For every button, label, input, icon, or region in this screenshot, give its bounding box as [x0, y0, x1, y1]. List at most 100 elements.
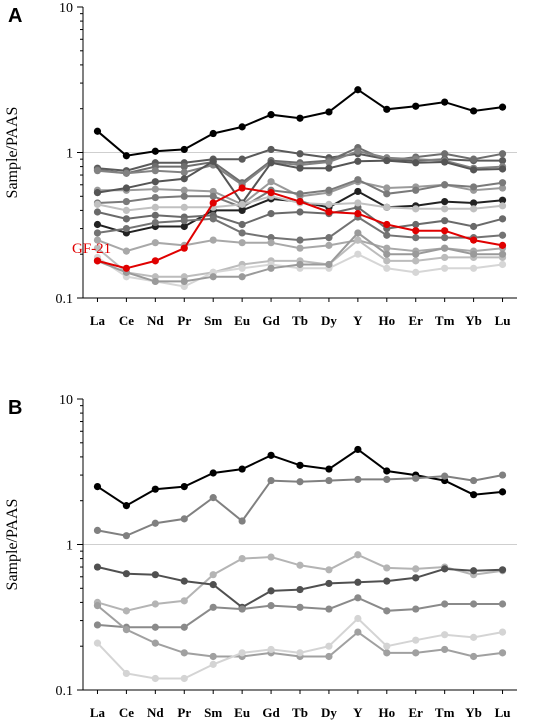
panel-a-data-point	[383, 244, 391, 252]
panel-b-data-point	[383, 475, 391, 484]
panel-a-data-point	[267, 234, 275, 242]
panel-b-data-point	[209, 571, 217, 579]
panel-a-data-point	[93, 189, 102, 197]
panel-a-y-axis-label: Sample/PAAS	[4, 107, 21, 199]
panel-a-data-point	[238, 155, 246, 163]
panel-a-data-point	[325, 186, 333, 194]
panel-a-data-point	[180, 168, 188, 176]
panel-b-x-tick-label: Gd	[262, 705, 280, 720]
panel-b-data-point	[296, 561, 304, 569]
panel-a-data-point	[209, 157, 217, 165]
panel-b-data-point	[383, 642, 391, 650]
panel-a-data-point	[122, 215, 130, 223]
panel-a-data-point	[296, 236, 304, 244]
panel-b-x-tick-label: Tm	[435, 705, 455, 720]
panel-a-data-point	[498, 196, 507, 204]
panel-a-annotation-gf21: GF-21	[72, 241, 111, 257]
panel-a-series-line	[96, 88, 503, 157]
panel-a-data-point	[441, 227, 449, 235]
panel-a-data-point	[180, 277, 188, 286]
panel-b-data-point	[354, 594, 362, 602]
panel-a-data-point	[180, 203, 188, 211]
panel-b-data-point	[180, 623, 188, 631]
panel-a-data-point	[325, 241, 333, 249]
panel-b-data-point	[325, 579, 333, 588]
panel-b-data-point	[470, 600, 478, 608]
panel-a-data-point	[354, 210, 362, 218]
panel-a-data-point	[412, 186, 420, 194]
panel-b-data-point	[151, 623, 159, 631]
panel-a-data-point	[267, 264, 275, 272]
panel-b-data-point	[354, 445, 362, 454]
panel-a-data-point	[267, 159, 275, 167]
panel-a-x-tick-label: Ho	[378, 313, 395, 328]
panel-a-data-point	[151, 257, 159, 265]
panel-b-data-point	[180, 597, 188, 605]
panel-b-x-tick-label: Tb	[292, 705, 308, 720]
panel-b-x-tick-label: Sm	[204, 705, 222, 720]
panel-b-x-tick-label: Dy	[321, 705, 337, 720]
panel-a-data-point	[412, 250, 420, 258]
panel-b-data-point	[325, 652, 333, 661]
panel-b-data-point	[412, 474, 420, 482]
panel-a-data-point	[122, 247, 130, 255]
panel-a-data-point	[383, 156, 391, 165]
panel-a-data-point	[325, 158, 333, 166]
panel-a-x-tick-label: Er	[409, 313, 424, 328]
panel-b-data-point	[470, 567, 478, 575]
panel-a-data-point	[470, 183, 478, 191]
panel-b-x-tick-label: Y	[353, 705, 363, 720]
panel-a-x-tick-label: Tb	[292, 313, 308, 328]
panel-a-data-point	[267, 189, 275, 197]
panel-a-data-point	[412, 268, 420, 276]
panel-a-data-point	[354, 199, 362, 207]
panel-a-data-point	[151, 193, 159, 202]
panel-b-data-point	[412, 649, 420, 657]
panel-a-data-point	[354, 86, 362, 94]
panel-b-data-point	[122, 532, 130, 540]
panel-a-data-point	[354, 157, 362, 165]
panel-a-data-point	[441, 197, 449, 206]
panel-a-data-point	[267, 210, 275, 218]
panel-b-data-point	[354, 551, 362, 559]
panel-a-data-point	[296, 190, 304, 198]
panel-b-data-point	[267, 451, 275, 459]
panel-a-data-point	[267, 145, 275, 154]
panel-a-data-point	[470, 236, 478, 244]
panel-a-data-point	[325, 200, 333, 208]
panel-a-data-point	[93, 244, 102, 252]
panel-a-data-point	[180, 163, 188, 171]
panel-a-data-point	[296, 208, 304, 216]
panel-b-data-point	[441, 565, 449, 573]
panel-b-data-point	[325, 566, 333, 574]
panel-b-data-point	[180, 674, 188, 683]
panel-b-data-point	[441, 631, 449, 639]
panel-b-data-point	[151, 600, 159, 608]
panel-b-data-point	[238, 517, 246, 525]
panel-b-data-point	[238, 605, 246, 613]
panel-a-data-point	[122, 169, 130, 177]
panel-b-data-point	[151, 571, 159, 579]
panel-a-data-point	[267, 178, 275, 186]
panel-a-data-point	[209, 199, 217, 207]
panel-a-data-point	[122, 206, 130, 215]
panel-b-data-point	[470, 652, 478, 661]
panel-a-x-tick-label: Nd	[147, 313, 164, 328]
panel-a-data-point	[498, 184, 507, 192]
panel-a-data-point	[238, 239, 246, 247]
panel-b-x-tick-label: Pr	[177, 705, 191, 720]
panel-a-data-point	[412, 102, 420, 110]
panel-b-data-point	[383, 577, 391, 585]
panel-a-data-point	[238, 200, 246, 208]
panel-b-y-tick-label: 10	[59, 393, 73, 408]
panel-a-data-point	[267, 111, 275, 119]
panel-a-data-point	[470, 155, 478, 163]
panel-a-data-point	[412, 205, 420, 213]
panel-a-data-point	[209, 129, 217, 138]
panel-b-x-tick-label: Eu	[234, 705, 250, 720]
panel-b-data-point	[354, 475, 362, 484]
panel-a-data-point	[93, 236, 102, 244]
panel-a-x-tick-label: Yb	[465, 313, 482, 328]
panel-b-data-point	[209, 660, 217, 668]
panel-b-data-point	[325, 476, 333, 485]
